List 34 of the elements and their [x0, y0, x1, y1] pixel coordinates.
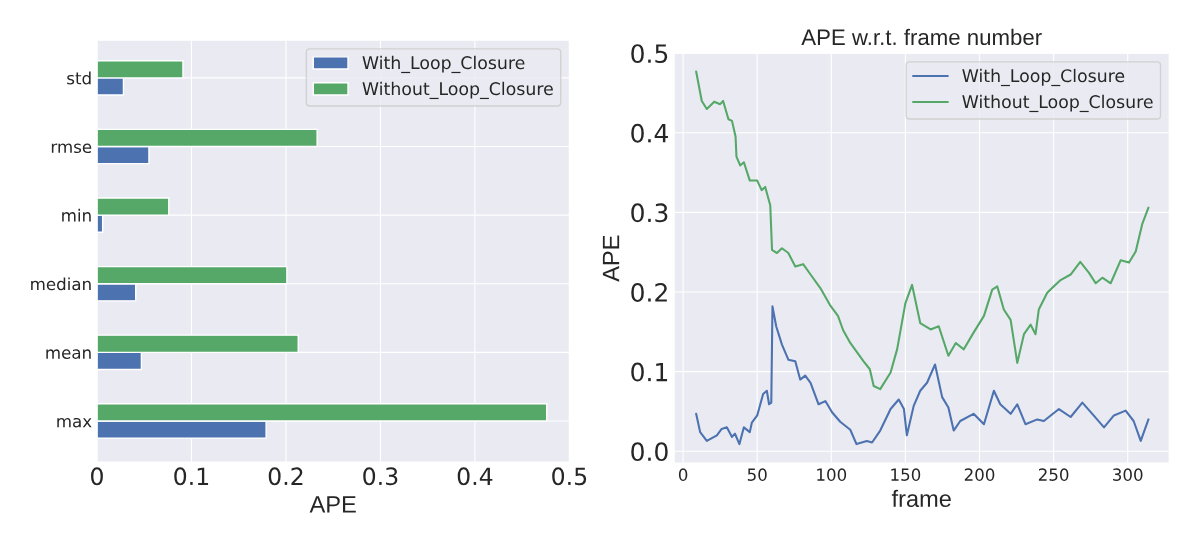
- legend-label: Without_Loop_Closure: [962, 94, 1153, 113]
- y-tick-label: max: [57, 417, 92, 428]
- chart-title: APE w.r.t. frame number: [801, 28, 1042, 46]
- y-tick-label: median: [31, 277, 91, 291]
- x-tick-label: 250: [1038, 468, 1069, 481]
- x-axis-title: APE: [309, 496, 356, 513]
- y-tick-label: 0.1: [631, 362, 668, 382]
- y-tick-label: 0.3: [631, 203, 668, 223]
- y-tick-label: min: [62, 208, 91, 222]
- y-tick-label: 0.5: [631, 44, 668, 64]
- y-tick-label: 0.0: [631, 442, 668, 462]
- y-tick-label: 0.4: [631, 123, 668, 143]
- x-tick-label: 300: [1113, 468, 1143, 481]
- x-tick-label: 0: [678, 468, 688, 481]
- x-tick-label: 0.5: [552, 467, 587, 486]
- x-tick-label: 0.4: [457, 467, 493, 486]
- x-tick-label: 0.1: [174, 467, 209, 486]
- y-axis-title: APE: [602, 235, 620, 282]
- x-tick-label: 150: [891, 468, 921, 481]
- y-tick-label: std: [67, 71, 91, 85]
- x-tick-label: 0.2: [268, 467, 303, 486]
- line-series: [695, 305, 1150, 446]
- legend-label: Without_Loop_Closure: [362, 81, 553, 100]
- x-tick-label: 0: [91, 467, 103, 486]
- x-tick-label: 0.3: [363, 467, 398, 486]
- x-tick-label: 100: [817, 468, 847, 481]
- x-tick-label: 200: [964, 468, 995, 481]
- legend-label: With_Loop_Closure: [362, 55, 525, 74]
- y-tick-label: rmse: [51, 143, 92, 154]
- x-axis-title: frame: [891, 489, 951, 508]
- x-tick-label: 50: [747, 468, 767, 481]
- y-tick-label: 0.2: [631, 282, 667, 302]
- legend-label: With_Loop_Closure: [962, 68, 1125, 87]
- y-tick-label: mean: [46, 349, 91, 359]
